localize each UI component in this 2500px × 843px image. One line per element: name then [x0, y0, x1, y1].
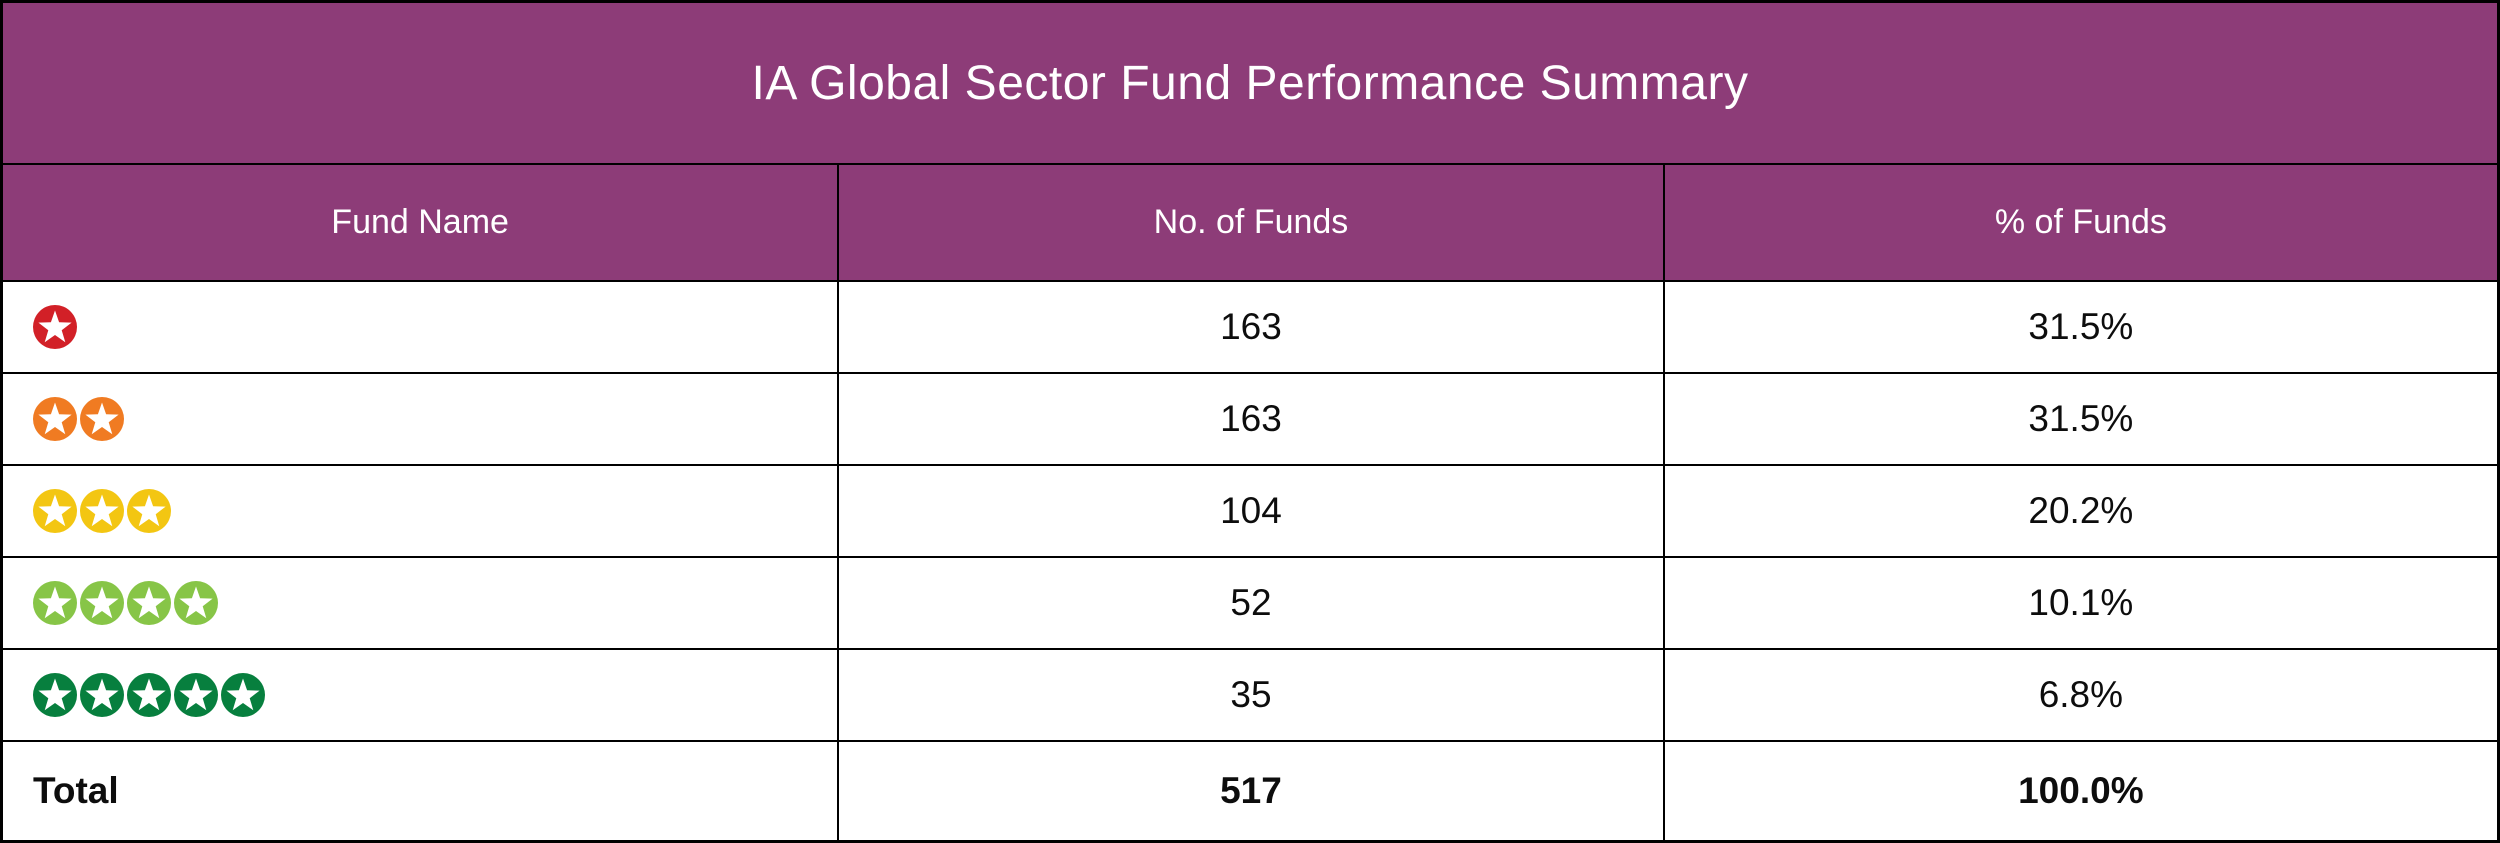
header-pct-of-funds: % of Funds	[1662, 165, 2497, 280]
star-icon	[174, 581, 218, 625]
num-funds-cell: 52	[837, 558, 1663, 648]
pct-funds-cell: 31.5%	[1662, 282, 2497, 372]
star-icon	[127, 673, 171, 717]
pct-funds-cell: 20.2%	[1662, 466, 2497, 556]
star-icon	[33, 305, 77, 349]
total-label: Total	[33, 770, 119, 811]
total-row: Total 517 100.0%	[3, 742, 2497, 840]
star-icon	[33, 489, 77, 533]
star-icon	[80, 673, 124, 717]
star-icon	[33, 673, 77, 717]
star-rating-1	[33, 305, 77, 349]
fund-rating-cell	[3, 650, 837, 740]
star-rating-4	[33, 581, 218, 625]
header-fund-name: Fund Name	[331, 203, 509, 241]
table-row: 35 6.8%	[3, 650, 2497, 742]
table-header-row: Fund Name No. of Funds % of Funds	[3, 165, 2497, 282]
table-row: 52 10.1%	[3, 558, 2497, 650]
star-icon	[127, 489, 171, 533]
fund-rating-cell	[3, 374, 837, 464]
num-funds-cell: 35	[837, 650, 1663, 740]
fund-rating-cell	[3, 282, 837, 372]
table-body: 163 31.5% 163 31.5% 104 20.2% 52 10.1% 35 6.8%	[3, 282, 2497, 742]
fund-rating-cell	[3, 466, 837, 556]
star-icon	[174, 673, 218, 717]
total-num-funds: 517	[837, 742, 1663, 840]
header-no-of-funds: No. of Funds	[837, 165, 1663, 280]
pct-funds-cell: 10.1%	[1662, 558, 2497, 648]
star-icon	[33, 397, 77, 441]
num-funds-cell: 163	[837, 374, 1663, 464]
star-icon	[127, 581, 171, 625]
num-funds-cell: 163	[837, 282, 1663, 372]
pct-funds-cell: 6.8%	[1662, 650, 2497, 740]
num-funds-cell: 104	[837, 466, 1663, 556]
pct-funds-cell: 31.5%	[1662, 374, 2497, 464]
table-row: 163 31.5%	[3, 374, 2497, 466]
star-icon	[33, 581, 77, 625]
table-row: 104 20.2%	[3, 466, 2497, 558]
star-icon	[221, 673, 265, 717]
table-row: 163 31.5%	[3, 282, 2497, 374]
star-rating-5	[33, 673, 265, 717]
star-icon	[80, 397, 124, 441]
table-title: IA Global Sector Fund Performance Summar…	[3, 3, 2497, 165]
fund-rating-cell	[3, 558, 837, 648]
star-rating-3	[33, 489, 171, 533]
total-pct-funds: 100.0%	[1662, 742, 2497, 840]
star-rating-2	[33, 397, 124, 441]
star-icon	[80, 489, 124, 533]
star-icon	[80, 581, 124, 625]
